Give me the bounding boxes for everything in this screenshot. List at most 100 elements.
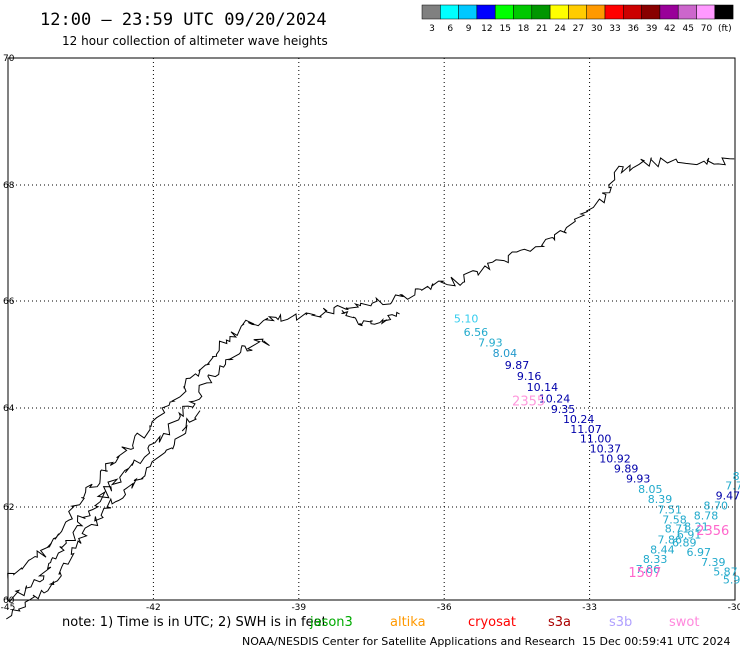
color-swatch xyxy=(641,4,661,20)
map-title: 12:00 – 23:59 UTC 09/20/2024 xyxy=(40,10,327,30)
longitude-labels: -45 -42 -39 -36 -33 -30 xyxy=(1,603,740,613)
color-scale-label: 27 xyxy=(573,24,584,34)
color-swatch xyxy=(513,4,533,20)
pass-time-label: 2355 xyxy=(512,394,545,409)
wave-height-value: 8.70 xyxy=(703,499,728,512)
footer-note: note: 1) Time is in UTC; 2) SWH is in fe… xyxy=(62,615,327,630)
color-swatch xyxy=(604,4,624,20)
wave-height-value: 6.91 xyxy=(677,529,702,542)
wave-height-value: 8.05 xyxy=(638,483,663,496)
longitude-label: -33 xyxy=(582,603,597,613)
color-scale-label: 15 xyxy=(499,24,510,34)
color-swatch xyxy=(623,4,642,20)
wave-height-value: 10.14 xyxy=(527,381,559,394)
wave-height-value: 11.07 xyxy=(570,423,602,436)
wave-height-value: 7.51 xyxy=(657,504,682,517)
longitude-label: -30 xyxy=(728,603,740,613)
color-scale-label: 45 xyxy=(682,24,693,34)
wave-height-value: 9.35 xyxy=(551,403,576,416)
wave-height-value: 11.00 xyxy=(580,433,612,446)
wave-height-value: 9.89 xyxy=(614,462,639,475)
color-swatch xyxy=(421,4,441,20)
credit-line: NOAA/NESDIS Center for Satellite Applica… xyxy=(242,635,575,648)
satellite-legend-item: s3a xyxy=(548,615,571,630)
wave-height-value: 6.56 xyxy=(464,326,489,339)
color-scale-label: 3 xyxy=(429,24,435,34)
wave-height-value: 8.71 xyxy=(665,523,690,536)
color-swatch xyxy=(714,4,734,20)
color-swatch xyxy=(476,4,496,20)
color-swatch xyxy=(659,4,679,20)
color-scale-label: (ft) xyxy=(718,24,732,34)
color-scale-label: 12 xyxy=(481,24,492,34)
longitude-label: -42 xyxy=(146,603,161,613)
map-subtitle: 12 hour collection of altimeter wave hei… xyxy=(62,34,328,48)
wave-height-value: 10.24 xyxy=(539,393,571,406)
wave-height-values: 5.106.567.938.049.879.1610.1410.249.3510… xyxy=(454,312,740,586)
color-scale-label: 9 xyxy=(466,24,472,34)
longitude-label: -36 xyxy=(437,603,452,613)
wave-height-value: 9.16 xyxy=(517,370,542,383)
pass-time-label: 2356 xyxy=(696,524,729,539)
graticule-grid xyxy=(8,58,735,600)
wave-height-value: 8.39 xyxy=(648,493,673,506)
color-scale-label: 36 xyxy=(628,24,640,34)
pass-time-label: 1507 xyxy=(628,566,661,581)
wave-height-value: 9.93 xyxy=(626,472,651,485)
wave-height-value: 7.93 xyxy=(478,336,503,349)
wave-height-value: 10.24 xyxy=(563,413,595,426)
satellite-legend-item: s3b xyxy=(609,615,632,630)
map-frame xyxy=(7,57,736,601)
greenland-coastline xyxy=(6,157,735,620)
wave-height-value: 7.70 xyxy=(725,480,740,493)
pass-time-labels: 2355 2356 1507 xyxy=(512,394,729,580)
wave-height-value: 8.78 xyxy=(694,510,719,523)
color-scale-label: 42 xyxy=(664,24,675,34)
wave-height-value: 9.47 xyxy=(716,490,740,503)
latitude-label: 66 xyxy=(3,297,15,307)
wave-height-value: 6.89 xyxy=(672,537,697,550)
wave-height-value: 10.37 xyxy=(590,443,622,456)
wave-height-value: 8.44 xyxy=(650,544,675,557)
color-swatch xyxy=(549,4,569,20)
color-swatch xyxy=(568,4,587,20)
color-scale-label: 6 xyxy=(447,24,453,34)
color-swatch xyxy=(696,4,716,20)
wave-height-value: 9.87 xyxy=(505,359,530,372)
color-swatch xyxy=(494,4,514,20)
satellite-legend: jason3 altika cryosat s3a s3b swot xyxy=(309,615,699,630)
satellite-legend-item: swot xyxy=(669,615,699,630)
generated-timestamp: 15 Dec 00:59:41 UTC 2024 xyxy=(582,635,730,648)
color-scale-legend: 3 6 9 12 15 18 21 24 27 30 33 36 39 42 45 70 (ft) xyxy=(421,4,734,34)
satellite-legend-item: jason3 xyxy=(309,615,353,630)
color-scale-label: 39 xyxy=(646,24,658,34)
wave-height-value: 8.04 xyxy=(493,347,517,360)
wave-height-value: 10.92 xyxy=(599,452,631,465)
wave-height-value: 7.86 xyxy=(636,563,661,576)
wave-height-value: 8.21 xyxy=(684,520,709,533)
color-swatch xyxy=(586,4,606,20)
color-scale-label: 70 xyxy=(701,24,713,34)
color-swatch xyxy=(458,4,478,20)
wave-height-value: 5.87 xyxy=(713,565,738,578)
wave-height-value: 7.58 xyxy=(662,513,687,526)
color-swatch xyxy=(440,4,459,20)
color-scale-label: 30 xyxy=(591,24,603,34)
satellite-legend-item: altika xyxy=(390,615,426,630)
latitude-label: 62 xyxy=(3,503,14,513)
latitude-label: 70 xyxy=(3,54,15,64)
wave-height-value: 7.86 xyxy=(657,533,682,546)
wave-height-value: 8. xyxy=(733,470,740,483)
color-scale-label: 21 xyxy=(536,24,547,34)
longitude-label: -39 xyxy=(291,603,306,613)
wave-height-value: 5.92 xyxy=(723,574,740,587)
color-scale-label: 18 xyxy=(518,24,530,34)
latitude-label: 68 xyxy=(3,181,15,191)
color-scale-label: 33 xyxy=(609,24,620,34)
color-swatch xyxy=(677,4,697,20)
satellite-legend-item: cryosat xyxy=(468,615,516,630)
wave-height-value: 7.39 xyxy=(701,556,726,569)
wave-height-value: 5.10 xyxy=(454,312,479,325)
